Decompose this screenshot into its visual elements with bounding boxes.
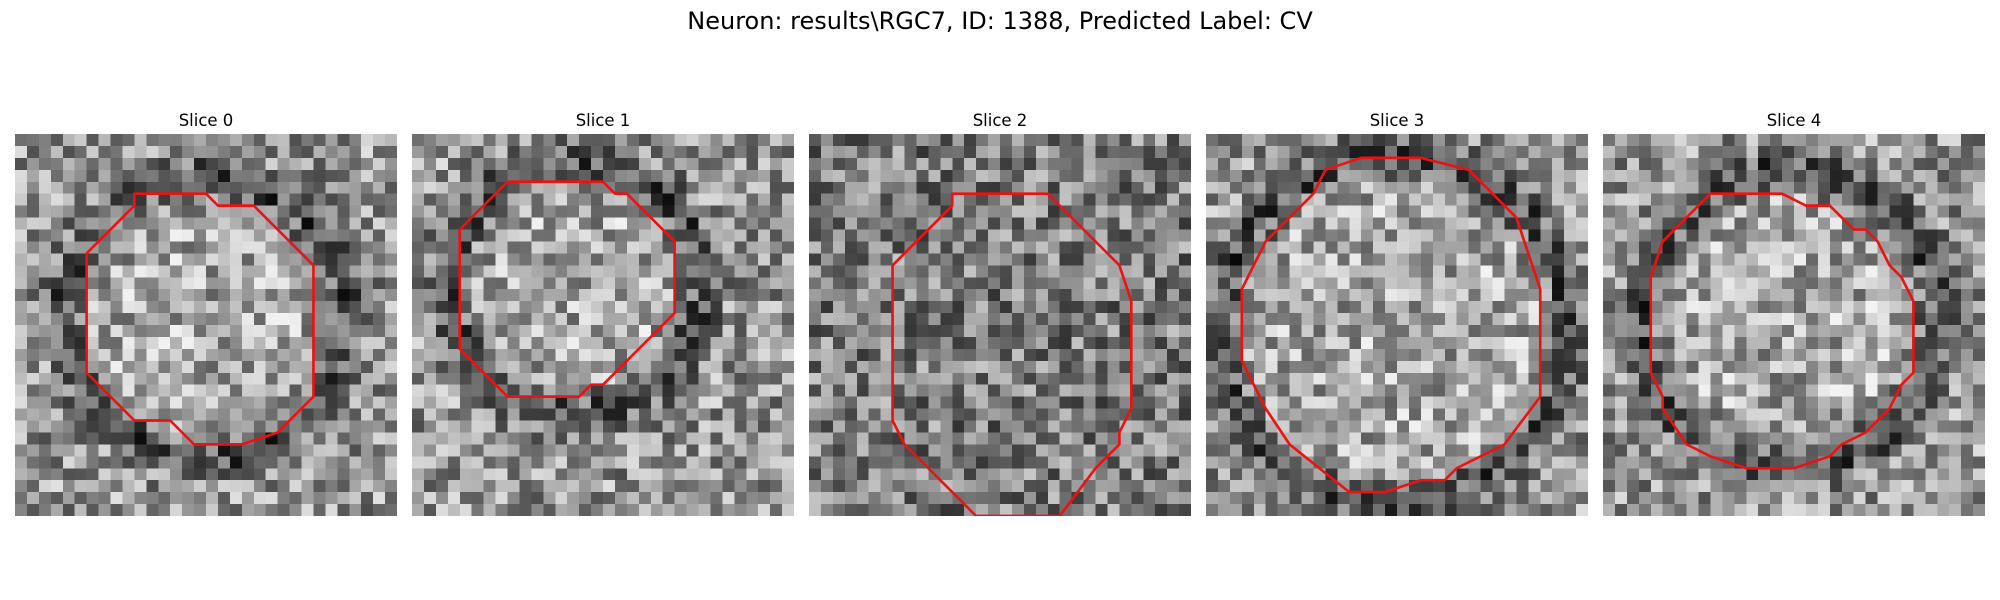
slice-title-0: Slice 0 [178, 111, 234, 130]
slice-panel-2: Slice 2 [809, 110, 1191, 516]
roi-contour [1240, 156, 1542, 494]
pixel-grid [809, 134, 1191, 516]
slice-image-3 [1206, 134, 1588, 516]
roi-contour [891, 192, 1133, 516]
slice-panel-3: Slice 3 [1206, 110, 1588, 516]
slice-title-4: Slice 4 [1766, 111, 1822, 130]
slice-panel-0: Slice 0 [15, 110, 397, 516]
pixel-grid [15, 134, 397, 516]
figure-title: Neuron: results\RGC7, ID: 1388, Predicte… [687, 7, 1313, 35]
roi-contour [1649, 192, 1915, 470]
slice-title-1: Slice 1 [575, 111, 631, 130]
slice-image-4 [1603, 134, 1985, 516]
slice-image-0 [15, 134, 397, 516]
pixel-grid [1206, 134, 1588, 516]
slice-panel-1: Slice 1 [412, 110, 794, 516]
slice-title-3: Slice 3 [1369, 111, 1425, 130]
roi-contour [85, 192, 315, 446]
slice-panel-4: Slice 4 [1603, 110, 1985, 516]
pixel-grid [412, 134, 794, 516]
pixel-grid [1603, 134, 1985, 516]
slice-image-2 [809, 134, 1191, 516]
slice-title-2: Slice 2 [972, 111, 1028, 130]
roi-contour [458, 180, 676, 398]
slice-image-1 [412, 134, 794, 516]
